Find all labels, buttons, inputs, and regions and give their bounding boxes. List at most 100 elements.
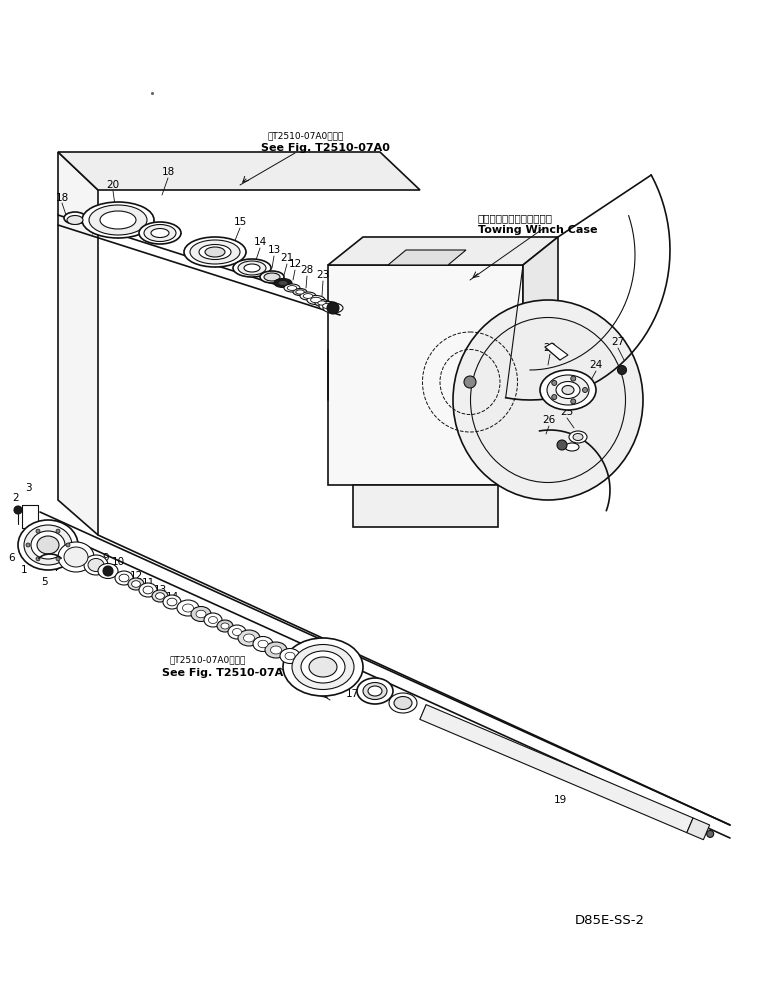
Circle shape (618, 366, 626, 375)
Ellipse shape (307, 296, 325, 305)
Circle shape (56, 556, 60, 561)
Circle shape (36, 529, 40, 533)
Circle shape (707, 831, 713, 838)
Text: 7: 7 (68, 555, 75, 565)
Ellipse shape (204, 613, 222, 627)
Circle shape (66, 543, 70, 547)
Ellipse shape (300, 292, 316, 300)
Ellipse shape (238, 261, 266, 275)
Circle shape (464, 376, 476, 388)
Ellipse shape (264, 273, 280, 281)
Ellipse shape (196, 610, 206, 617)
Ellipse shape (293, 288, 307, 296)
Ellipse shape (270, 646, 282, 654)
Ellipse shape (18, 520, 78, 570)
Text: トーイングウィンチケース: トーイングウィンチケース (478, 213, 553, 223)
Ellipse shape (84, 555, 108, 575)
Circle shape (552, 380, 557, 385)
Polygon shape (687, 818, 710, 839)
Ellipse shape (232, 628, 241, 635)
Ellipse shape (284, 284, 300, 292)
Ellipse shape (24, 525, 72, 565)
Circle shape (571, 399, 576, 404)
Text: 8: 8 (105, 569, 112, 579)
Circle shape (56, 529, 60, 533)
Ellipse shape (199, 245, 231, 260)
Circle shape (103, 566, 113, 576)
Text: 3: 3 (25, 483, 31, 493)
Circle shape (14, 506, 22, 514)
Ellipse shape (274, 278, 292, 287)
Ellipse shape (238, 630, 260, 646)
Ellipse shape (139, 222, 181, 244)
Text: 5: 5 (41, 577, 47, 587)
Ellipse shape (139, 583, 157, 597)
Ellipse shape (285, 653, 295, 660)
Ellipse shape (556, 381, 580, 398)
Text: 笮T2510-07A0図参照: 笮T2510-07A0図参照 (268, 132, 345, 141)
Polygon shape (545, 343, 568, 360)
Ellipse shape (323, 304, 333, 309)
Ellipse shape (318, 301, 326, 305)
Circle shape (327, 302, 339, 314)
Ellipse shape (152, 590, 168, 602)
Text: 14: 14 (165, 592, 178, 602)
Ellipse shape (280, 649, 300, 664)
Polygon shape (328, 237, 558, 265)
Circle shape (582, 387, 587, 392)
Ellipse shape (363, 682, 387, 700)
Text: 22: 22 (543, 343, 556, 353)
Circle shape (557, 440, 567, 450)
Polygon shape (58, 152, 98, 535)
Ellipse shape (573, 434, 583, 440)
Ellipse shape (115, 571, 133, 585)
Ellipse shape (64, 547, 88, 567)
Ellipse shape (67, 215, 83, 224)
Ellipse shape (217, 620, 233, 632)
Text: 23: 23 (81, 553, 95, 563)
Ellipse shape (540, 370, 596, 410)
Text: 1: 1 (20, 565, 27, 575)
Text: 18: 18 (55, 193, 68, 203)
Text: D85E-SS-2: D85E-SS-2 (575, 913, 645, 927)
Polygon shape (328, 265, 523, 485)
Ellipse shape (283, 638, 363, 696)
Text: 13: 13 (153, 585, 167, 595)
Ellipse shape (310, 297, 321, 303)
Ellipse shape (292, 645, 354, 689)
Polygon shape (420, 705, 693, 833)
Polygon shape (58, 152, 420, 190)
Ellipse shape (278, 280, 288, 285)
Circle shape (26, 543, 30, 547)
Polygon shape (523, 237, 558, 485)
Ellipse shape (128, 578, 144, 590)
Ellipse shape (64, 212, 86, 224)
Ellipse shape (190, 240, 240, 264)
Ellipse shape (471, 318, 625, 483)
Text: 18: 18 (162, 167, 175, 177)
Text: 12: 12 (288, 259, 301, 269)
Text: 16: 16 (320, 681, 332, 691)
Text: 13: 13 (267, 245, 281, 255)
Text: 27: 27 (612, 337, 625, 347)
Text: 10: 10 (112, 557, 124, 567)
Ellipse shape (167, 598, 177, 606)
Ellipse shape (88, 558, 104, 571)
Circle shape (36, 556, 40, 561)
Text: 26: 26 (543, 415, 556, 425)
Text: 23: 23 (317, 270, 329, 280)
Ellipse shape (394, 697, 412, 710)
Ellipse shape (143, 586, 153, 594)
Text: 15: 15 (181, 605, 194, 615)
Text: 4: 4 (52, 563, 58, 573)
Ellipse shape (182, 604, 194, 612)
Ellipse shape (323, 303, 343, 313)
Ellipse shape (265, 642, 287, 658)
Text: 12: 12 (129, 571, 143, 581)
Ellipse shape (131, 581, 140, 587)
Text: 28: 28 (301, 265, 313, 275)
Ellipse shape (98, 563, 118, 579)
Text: 15: 15 (233, 217, 247, 227)
Text: 24: 24 (590, 360, 603, 370)
Ellipse shape (58, 542, 94, 572)
